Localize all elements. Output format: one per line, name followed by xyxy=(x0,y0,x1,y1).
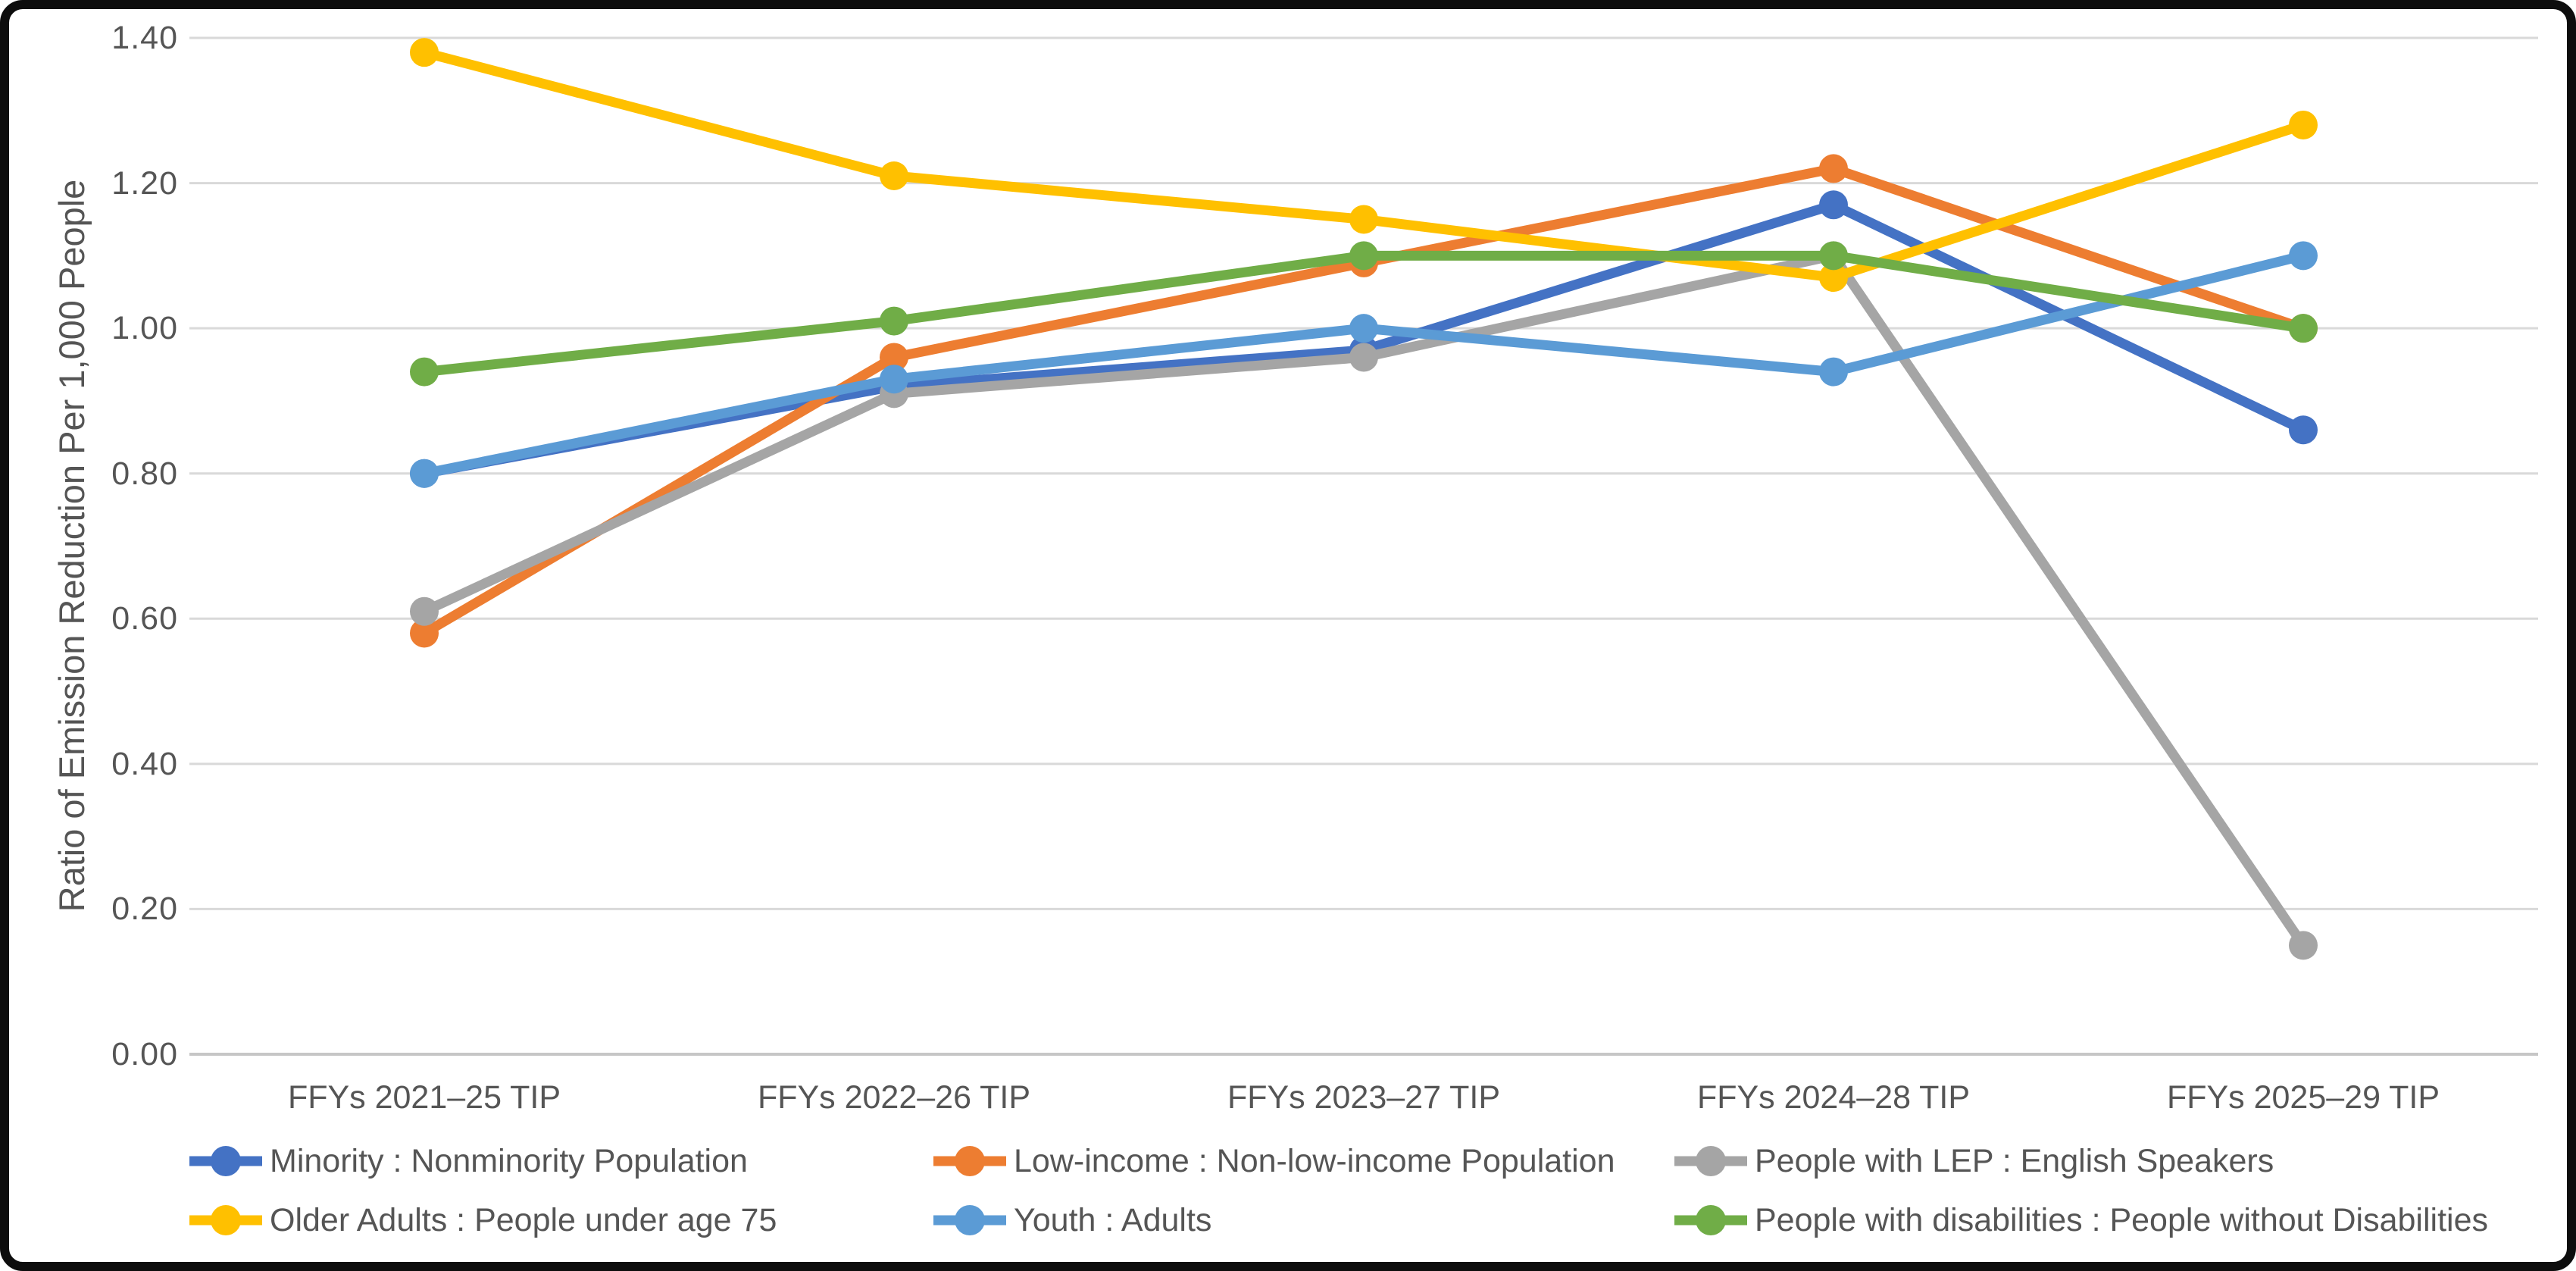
y-tick-label: 1.40 xyxy=(111,20,178,56)
y-tick-label: 0.40 xyxy=(111,745,178,782)
series-4 xyxy=(410,38,2318,293)
series-5 xyxy=(410,241,2318,488)
data-point-marker xyxy=(410,459,439,488)
legend-line-marker-icon xyxy=(1674,1146,1747,1176)
legend-label: Minority : Nonminority Population xyxy=(270,1142,748,1179)
legend-item: Older Adults : People under age 75 xyxy=(189,1199,777,1241)
legend-item: Youth : Adults xyxy=(933,1199,1211,1241)
legend-label: Low-income : Non-low-income Population xyxy=(1014,1142,1615,1179)
data-point-marker xyxy=(1819,263,1848,293)
legend-item: Low-income : Non-low-income Population xyxy=(933,1140,1615,1182)
data-point-marker xyxy=(1819,154,1848,183)
data-point-marker xyxy=(1349,314,1378,343)
y-tick-label: 1.00 xyxy=(111,310,178,347)
data-point-marker xyxy=(2289,110,2318,139)
legend-line-marker-icon xyxy=(189,1205,262,1235)
data-point-marker xyxy=(1349,241,1378,271)
y-axis-title: Ratio of Emission Reduction Per 1,000 Pe… xyxy=(52,179,92,913)
y-tick-label: 0.60 xyxy=(111,600,178,637)
legend-item: Minority : Nonminority Population xyxy=(189,1140,748,1182)
legend-item: People with disabilities : People withou… xyxy=(1674,1199,2488,1241)
legend-label: People with disabilities : People withou… xyxy=(1755,1201,2489,1238)
legend-line-marker-icon xyxy=(933,1205,1006,1235)
data-point-marker xyxy=(410,357,439,387)
data-point-marker xyxy=(880,161,908,190)
y-tick-label: 0.20 xyxy=(111,891,178,928)
series-3 xyxy=(410,241,2318,960)
x-category-label: FFYs 2025–29 TIP xyxy=(2166,1079,2440,1116)
legend-line-marker-icon xyxy=(933,1146,1006,1176)
y-tick-label: 0.00 xyxy=(111,1036,178,1072)
y-tick-label: 0.80 xyxy=(111,455,178,492)
data-point-marker xyxy=(880,365,908,394)
data-point-marker xyxy=(410,618,439,648)
data-point-marker xyxy=(2289,241,2318,271)
data-point-marker xyxy=(1819,357,1848,387)
data-point-marker xyxy=(1349,343,1378,372)
series-line xyxy=(419,163,2309,638)
legend-label: Older Adults : People under age 75 xyxy=(270,1201,777,1238)
series-6 xyxy=(410,241,2318,387)
legend-item: People with LEP : English Speakers xyxy=(1674,1140,2274,1182)
x-category-label: FFYs 2022–26 TIP xyxy=(757,1079,1031,1116)
x-category-label: FFYs 2024–28 TIP xyxy=(1696,1079,1971,1116)
legend-line-marker-icon xyxy=(1674,1205,1747,1235)
data-point-marker xyxy=(1819,241,1848,271)
data-point-marker xyxy=(410,38,439,67)
legend-line-marker-icon xyxy=(189,1146,262,1176)
data-point-marker xyxy=(880,306,908,336)
data-point-marker xyxy=(410,596,439,626)
data-point-marker xyxy=(880,343,908,372)
data-point-marker xyxy=(2289,314,2318,343)
data-point-marker xyxy=(1349,205,1378,234)
x-category-label: FFYs 2021–25 TIP xyxy=(287,1079,561,1116)
data-point-marker xyxy=(1819,190,1848,220)
x-category-label: FFYs 2023–27 TIP xyxy=(1227,1079,1501,1116)
data-point-marker xyxy=(2289,931,2318,960)
data-point-marker xyxy=(2289,415,2318,445)
legend-label: People with LEP : English Speakers xyxy=(1755,1142,2274,1179)
legend-label: Youth : Adults xyxy=(1014,1201,1212,1238)
y-tick-label: 1.20 xyxy=(111,164,178,202)
